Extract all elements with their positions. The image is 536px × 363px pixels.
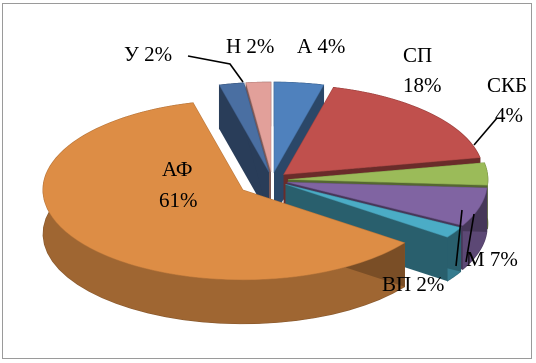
slice-скб [287,162,489,186]
label-skb-name: СКБ [487,73,527,97]
label-vp: ВП 2% [382,272,444,296]
label-af-pct: 61% [159,188,198,212]
label-skb-pct: 4% [495,103,523,127]
label-sp-pct: 18% [403,73,442,97]
slice-а [273,81,325,174]
label-m: М 7% [466,247,518,271]
label-y: У 2% [124,42,172,66]
leader-line-skb [473,117,498,146]
label-af-name: АФ [162,157,192,181]
leader-line-m [465,213,475,263]
slice-м [287,181,488,226]
slice-side-у-0 [219,84,270,217]
label-a: А 4% [297,34,345,58]
pie-slices [42,81,489,325]
slice-н [245,81,272,173]
slice-аф [42,102,406,281]
slice-у [218,82,270,173]
slice-сп [283,87,481,175]
leader-line-y [187,55,244,83]
leader-line-vp [455,209,463,267]
label-sp-name: СП [403,43,432,67]
label-n: Н 2% [226,34,274,58]
